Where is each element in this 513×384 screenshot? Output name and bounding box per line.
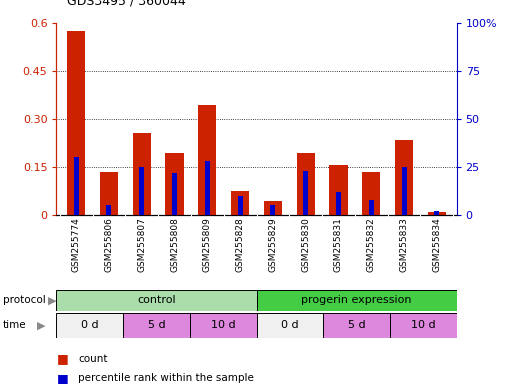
Bar	[402, 167, 406, 215]
Text: GSM255834: GSM255834	[432, 217, 441, 272]
Text: ■: ■	[56, 372, 68, 384]
Text: 10 d: 10 d	[411, 320, 436, 331]
Bar	[100, 172, 118, 215]
Bar	[395, 140, 413, 215]
Text: GSM255831: GSM255831	[334, 217, 343, 272]
Bar	[297, 152, 314, 215]
Text: GSM255830: GSM255830	[301, 217, 310, 272]
Bar	[390, 313, 457, 338]
Bar	[303, 171, 308, 215]
Text: percentile rank within the sample: percentile rank within the sample	[78, 373, 254, 383]
Text: GSM255807: GSM255807	[137, 217, 146, 272]
Bar	[133, 134, 151, 215]
Bar	[190, 313, 256, 338]
Text: 10 d: 10 d	[211, 320, 235, 331]
Bar	[56, 290, 256, 311]
Text: ▶: ▶	[37, 320, 46, 331]
Bar	[362, 172, 380, 215]
Bar	[67, 31, 85, 215]
Text: 5 d: 5 d	[148, 320, 165, 331]
Text: 0 d: 0 d	[281, 320, 299, 331]
Text: GSM255828: GSM255828	[235, 217, 245, 272]
Bar	[329, 166, 347, 215]
Text: GSM255833: GSM255833	[400, 217, 408, 272]
Bar	[256, 290, 457, 311]
Text: GSM255808: GSM255808	[170, 217, 179, 272]
Text: ▶: ▶	[48, 295, 56, 306]
Bar	[231, 191, 249, 215]
Text: ■: ■	[56, 353, 68, 366]
Bar	[323, 313, 390, 338]
Bar	[205, 161, 210, 215]
Text: GSM255806: GSM255806	[105, 217, 113, 272]
Bar	[264, 200, 282, 215]
Bar	[369, 200, 374, 215]
Text: 5 d: 5 d	[348, 320, 365, 331]
Text: GSM255774: GSM255774	[72, 217, 81, 272]
Bar	[74, 157, 78, 215]
Bar	[238, 196, 243, 215]
Bar	[336, 192, 341, 215]
Bar	[270, 205, 275, 215]
Text: control: control	[137, 295, 176, 306]
Bar	[172, 173, 177, 215]
Text: GSM255809: GSM255809	[203, 217, 212, 272]
Bar	[56, 313, 123, 338]
Bar	[166, 152, 184, 215]
Text: GSM255832: GSM255832	[367, 217, 376, 272]
Bar	[106, 205, 111, 215]
Text: progerin expression: progerin expression	[301, 295, 412, 306]
Text: GSM255829: GSM255829	[268, 217, 278, 272]
Bar	[435, 211, 439, 215]
Text: time: time	[3, 320, 26, 331]
Bar	[256, 313, 323, 338]
Text: 0 d: 0 d	[81, 320, 98, 331]
Text: protocol: protocol	[3, 295, 45, 306]
Bar	[199, 104, 216, 215]
Bar	[428, 212, 446, 215]
Bar	[139, 167, 144, 215]
Bar	[123, 313, 190, 338]
Text: GDS3495 / 360044: GDS3495 / 360044	[67, 0, 185, 8]
Text: count: count	[78, 354, 108, 364]
